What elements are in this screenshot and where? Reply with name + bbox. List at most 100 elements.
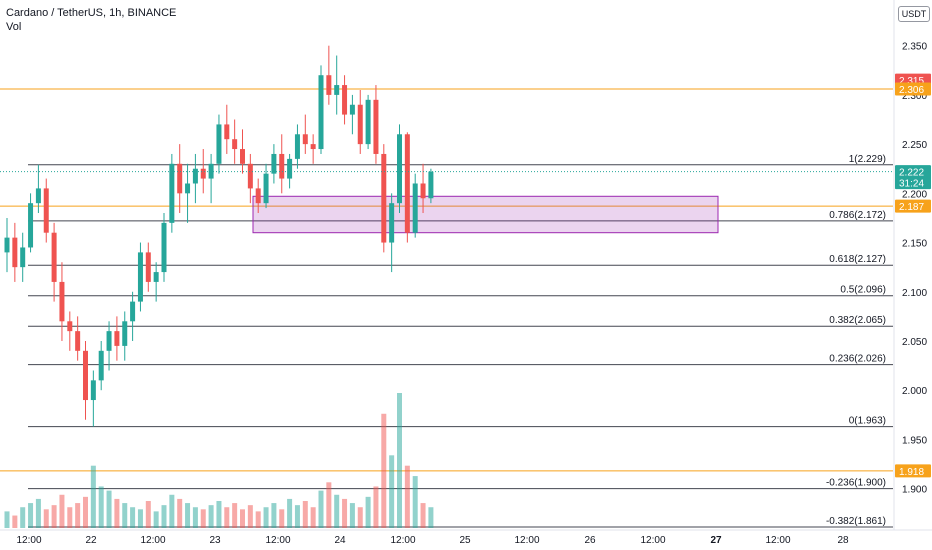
y-tick-label: 1.900 [902,485,927,496]
x-tick-label: 12:00 [140,535,165,546]
y-tick-label: 1.950 [902,435,927,446]
candle-body [200,168,206,179]
x-tick-label: 22 [85,535,97,546]
volume-label: Vol [6,21,22,33]
price-axis-label-bg [895,165,931,190]
candle-body [255,188,261,204]
price-axis-label: 2.187 [899,202,924,213]
candle-body [12,237,18,268]
volume-bar [12,515,18,528]
volume-bar [35,498,41,528]
x-tick-label: 12:00 [640,535,665,546]
volume-bar [373,486,379,528]
volume-bar [334,494,340,528]
fib-level-label: 0.618(2.127) [829,254,886,265]
price-axis-label: 2.222 [899,168,924,179]
volume-bar [67,507,73,528]
y-tick-label: 2.300 [902,91,927,102]
candle-body [35,188,41,204]
candle-body [208,163,214,179]
volume-bar [326,482,332,528]
y-tick-label: 2.200 [902,189,927,200]
volume-bar [90,465,96,528]
candle-body [59,281,65,322]
x-tick-label: 12:00 [765,535,790,546]
x-tick-label: 27 [710,535,722,546]
candle-body [420,183,426,199]
volume-bar [404,465,410,528]
volume-bar [59,494,65,528]
candle-body [122,321,128,346]
volume-bar [349,503,355,528]
candle-body [51,232,57,282]
volume-bar [153,511,159,528]
candle-body [326,75,332,95]
candle-body [342,85,348,115]
volume-bar [255,511,261,528]
volume-bar [365,496,371,528]
candle-body [279,153,285,179]
candle-body [334,85,340,95]
x-tick-label: 28 [837,535,849,546]
currency-button[interactable]: USDT [898,6,930,22]
volume-bar [342,498,348,528]
candle-body [428,171,434,199]
volume-bar [412,476,418,528]
x-tick-label: 12:00 [16,535,41,546]
volume-bar [271,503,277,528]
candle-body [224,124,230,140]
candle-body [161,222,167,273]
candle-body [67,321,73,332]
y-tick-label: 2.050 [902,337,927,348]
candle-body [98,350,104,381]
volume-bar [420,503,426,528]
candle-body [75,331,81,351]
x-tick-label: 24 [334,535,346,546]
volume-bar [357,507,363,528]
volume-bar [381,413,387,528]
candle-body [365,99,371,145]
volume-bar [106,490,112,528]
candle-body [130,301,136,322]
y-tick-label: 2.100 [902,288,927,299]
price-axis-label-bg [895,464,931,478]
candle-body [177,163,183,194]
volume-bar [200,509,206,528]
candle-body [106,331,112,351]
candle-body [232,139,238,150]
volume-bar [137,509,143,528]
fib-level-label: 1(2.229) [849,154,886,165]
candle-body [114,331,120,346]
volume-bar [177,498,183,528]
candle-body [381,153,387,243]
fib-level-label: 0.236(2.026) [829,354,886,365]
price-axis-label: 1.918 [899,467,924,478]
candle-body [4,237,10,253]
volume-bar [98,486,104,528]
candle-body [83,350,88,401]
candle-body [20,247,26,268]
y-tick-label: 2.150 [902,239,927,250]
fib-level-label: 0.5(2.096) [840,285,886,296]
volume-bar [4,511,10,528]
candle-body [349,104,355,115]
volume-bar [302,501,308,528]
fib-level-label: -0.382(1.861) [826,516,886,527]
candle-body [310,144,316,150]
volume-bar [20,507,26,528]
volume-bar [185,503,191,528]
volume-bar [287,498,293,528]
x-tick-label: 25 [459,535,471,546]
volume-bar [389,455,395,528]
candle-body [216,124,222,164]
x-tick-label: 26 [584,535,596,546]
volume-bar [294,505,300,528]
candle-body [271,153,277,174]
volume-bar [28,503,34,528]
volume-bar [122,503,128,528]
volume-bar [83,496,88,528]
price-axis-label-bg [895,199,931,213]
x-tick-label: 12:00 [514,535,539,546]
candle-body [302,134,308,145]
